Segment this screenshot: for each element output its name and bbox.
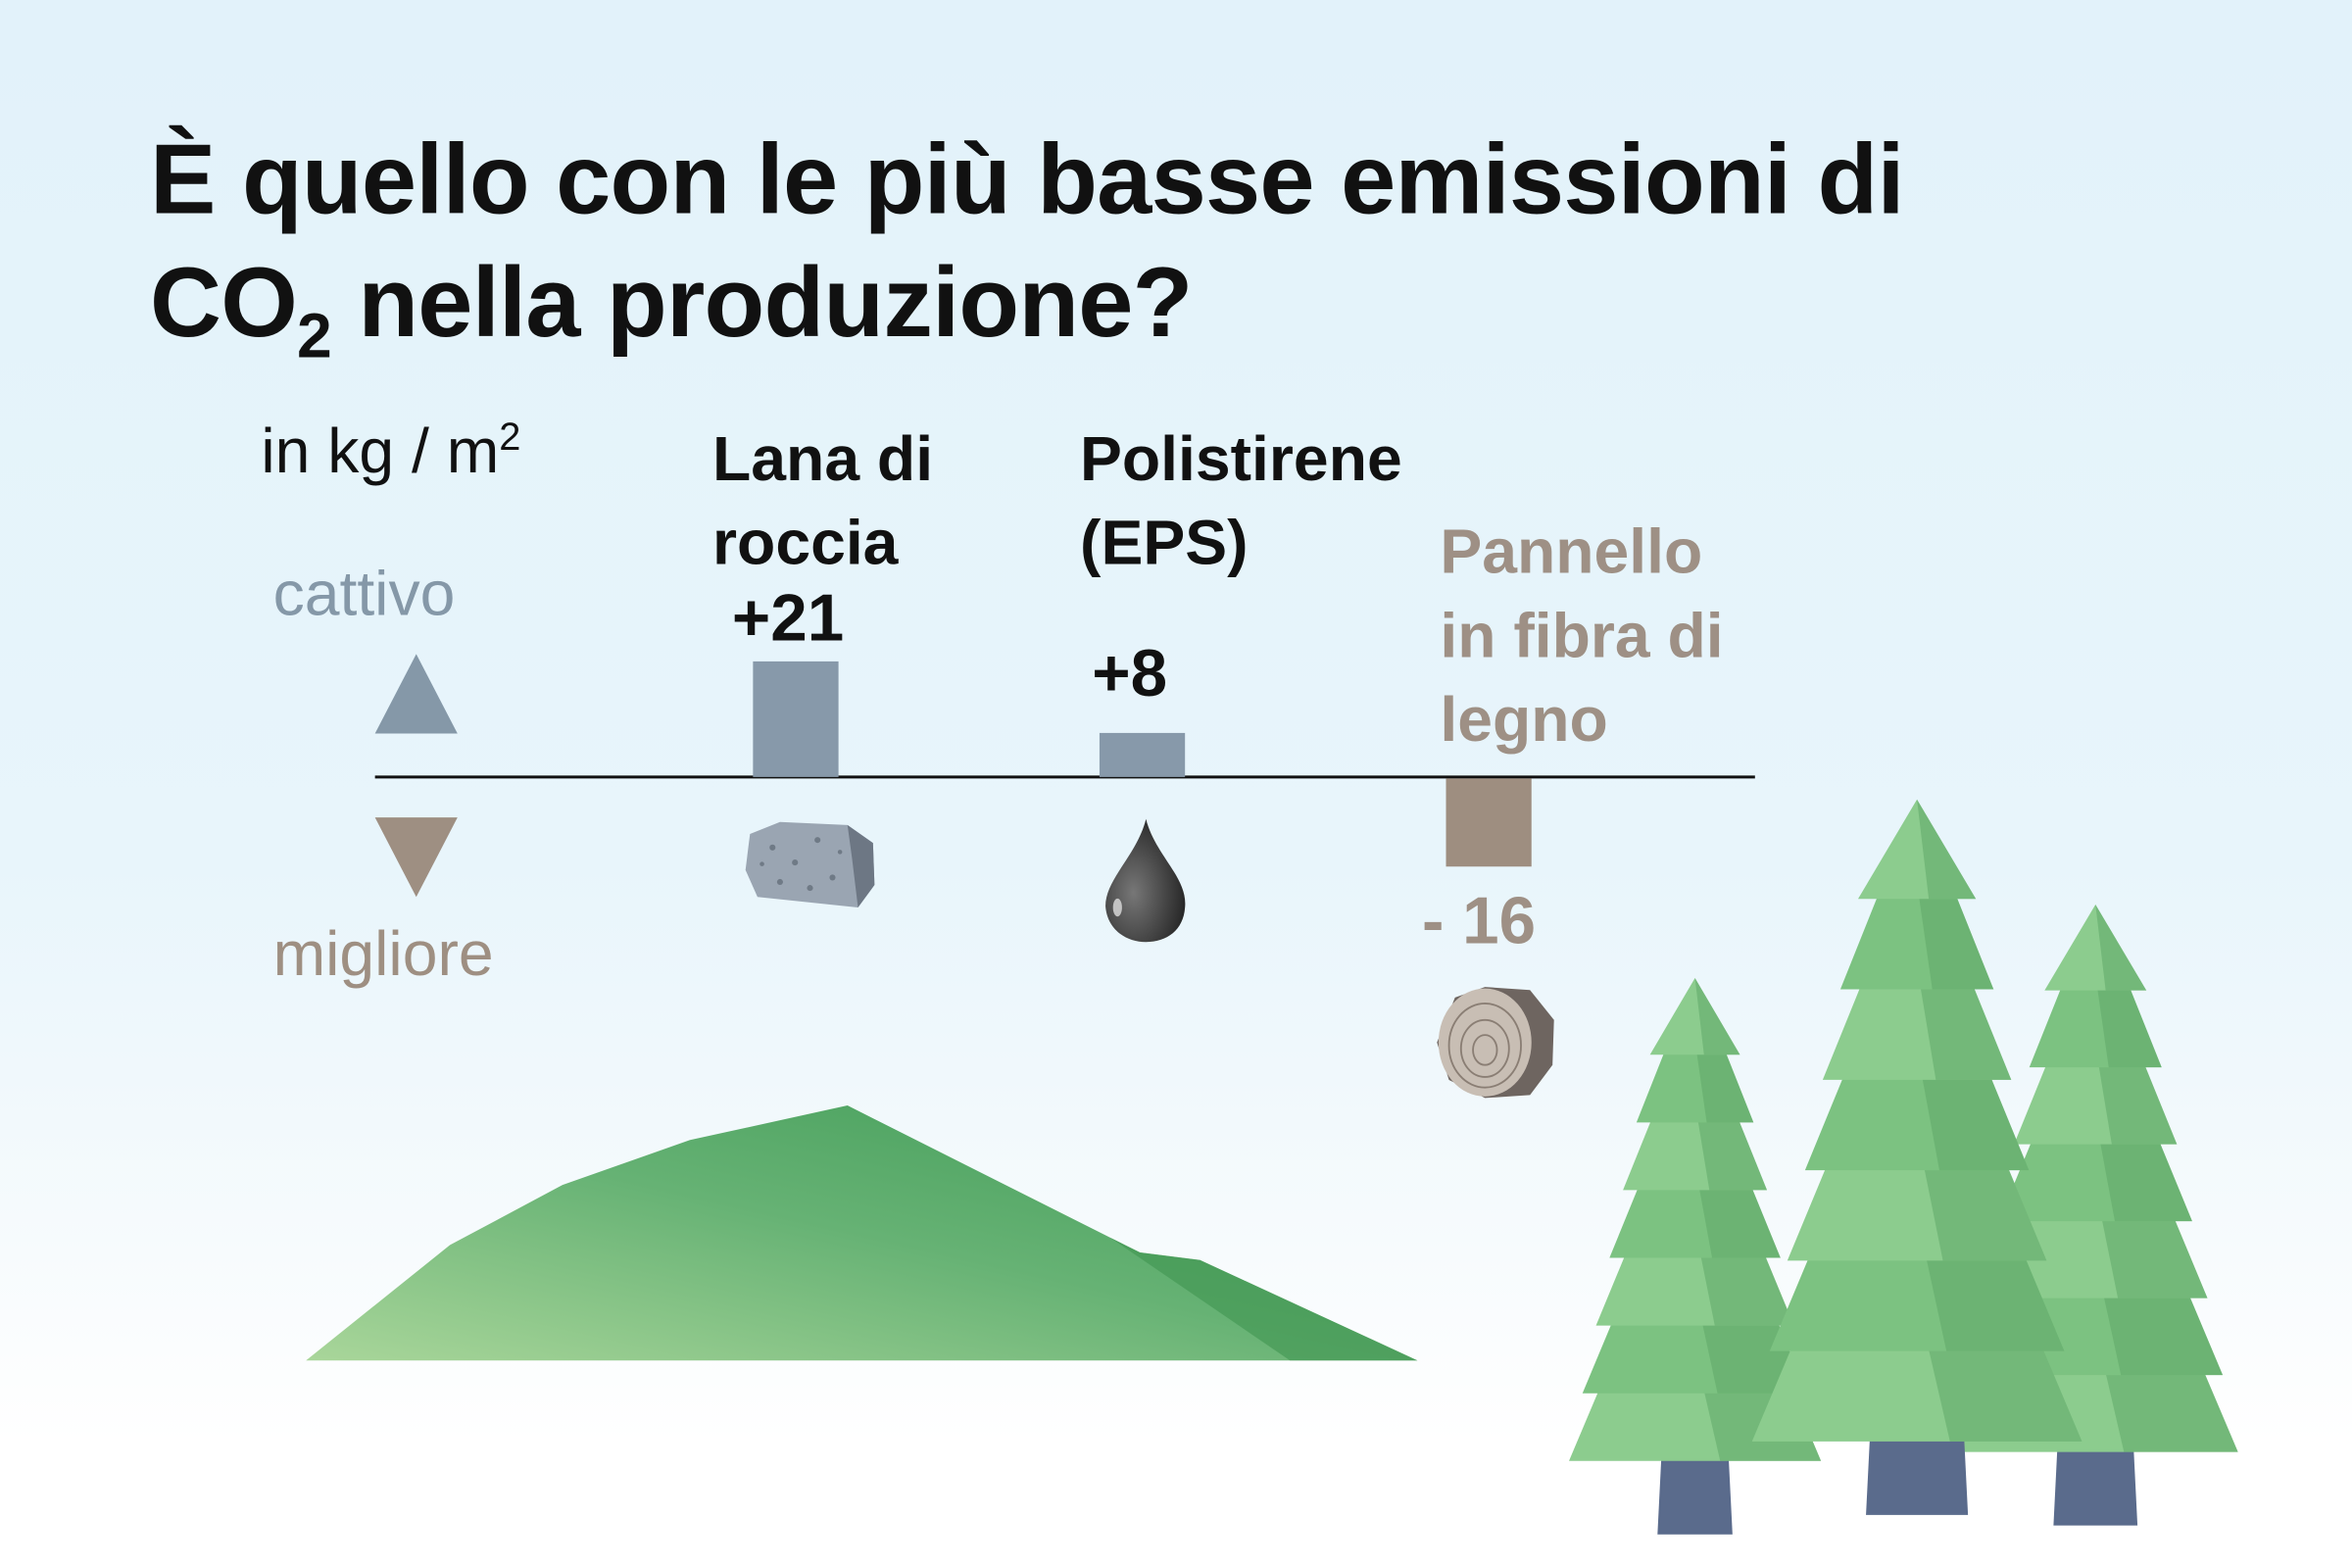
category-label-line: Polistirene [1080,422,1402,494]
hill [306,1105,1418,1361]
category-label: Lana di roccia [712,417,933,585]
title-line-1: È quello con le più basse emissioni di [150,122,1904,234]
bar-2 [1099,732,1186,777]
bar-1 [753,661,839,777]
triangle-up-icon [374,654,458,734]
pine-tree [1751,799,2082,1515]
wood-log-icon [1437,987,1554,1099]
oil-drop-icon [1105,818,1186,943]
title-rest: nella produzione? [331,246,1193,358]
page-title: È quello con le più basse emissioni di C… [150,117,1904,397]
unit-label: in kg / m2 [261,414,520,487]
unit-text: in kg / m [261,415,500,486]
category-label-line: Lana di [712,422,934,494]
value-label: +8 [1092,637,1168,711]
category-label-line: legno [1440,683,1608,755]
category-label-line: (EPS) [1080,507,1249,578]
scale-better-label: migliore [272,917,494,989]
category-label-line: Pannello [1440,515,1703,587]
triangle-down-icon [374,817,458,898]
title-line-2: CO2 nella produzione? [150,240,1904,398]
rock-icon [745,821,875,908]
title-subscript: 2 [297,300,332,371]
scale-bad-label: cattivo [272,558,456,629]
bar-3 [1446,778,1532,867]
title-co: CO [150,246,298,358]
value-label: +21 [731,581,845,656]
category-label: Polistirene (EPS) [1080,417,1402,585]
category-label: Pannello in fibra di legno [1440,510,1723,761]
value-label: - 16 [1422,885,1537,959]
unit-sup: 2 [499,414,521,460]
category-label-line: roccia [712,507,899,578]
category-label-line: in fibra di [1440,600,1724,671]
